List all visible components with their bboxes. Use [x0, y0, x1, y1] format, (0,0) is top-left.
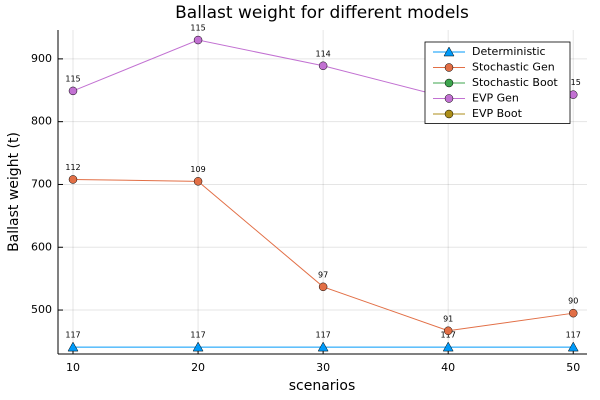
point: [568, 308, 578, 318]
legend-marker: [444, 94, 454, 103]
point-label: 117: [441, 331, 456, 340]
point-label: 115: [566, 78, 581, 87]
legend-label: EVP Boot: [472, 107, 523, 120]
point-label: 117: [190, 331, 205, 340]
y-tick-label: 600: [31, 240, 52, 253]
x-tick-label: 40: [441, 361, 455, 374]
point-label: 117: [566, 331, 581, 340]
point: [443, 326, 453, 336]
legend-marker: [444, 109, 454, 119]
legend-label: EVP Gen: [472, 92, 519, 105]
x-tick-label: 30: [316, 361, 330, 374]
point: [442, 341, 454, 352]
point-label: 97: [318, 270, 328, 279]
point-label: 91: [443, 314, 453, 323]
point: [68, 86, 78, 96]
point: [318, 61, 328, 71]
point-label: 115: [190, 24, 205, 33]
point: [568, 90, 578, 99]
legend-marker: [444, 78, 454, 88]
point: [318, 282, 328, 292]
point: [317, 341, 329, 352]
point: [68, 175, 78, 184]
point: [193, 177, 203, 186]
point-label: 117: [315, 331, 330, 340]
y-tick-label: 900: [31, 52, 52, 65]
legend-marker: [443, 46, 455, 57]
legend-label: Deterministic: [472, 45, 546, 58]
point: [67, 341, 79, 352]
point-label: 114: [315, 49, 330, 58]
legend-label: Stochastic Gen: [472, 61, 555, 74]
x-tick-label: 20: [191, 361, 205, 374]
point-label: 117: [65, 331, 80, 340]
x-tick-label: 50: [566, 361, 580, 374]
point: [192, 341, 204, 352]
chart-title: Ballast weight for different models: [175, 3, 469, 23]
y-tick-label: 700: [31, 177, 52, 190]
legend-marker: [444, 63, 454, 72]
y-axis-label: Ballast weight (t): [6, 132, 22, 252]
point: [193, 35, 203, 45]
point: [567, 341, 579, 352]
point-label: 115: [65, 74, 80, 83]
point-label: 112: [65, 163, 80, 172]
y-tick-label: 500: [31, 303, 52, 316]
legend-label: Stochastic Boot: [472, 76, 558, 89]
x-axis-label: scenarios: [289, 378, 356, 394]
y-tick-label: 800: [31, 115, 52, 128]
x-tick-label: 10: [66, 361, 80, 374]
point-label: 90: [568, 297, 578, 306]
point-label: 109: [190, 165, 205, 174]
